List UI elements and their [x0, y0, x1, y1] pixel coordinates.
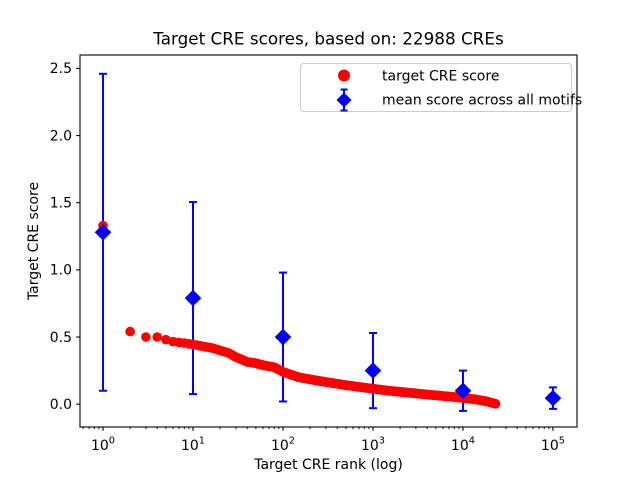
- y-tick-label: 1.0: [50, 263, 72, 279]
- series-target-cre-score: [98, 220, 501, 409]
- diamond-marker: [364, 362, 382, 379]
- legend-label-target-cre-score: target CRE score: [382, 69, 499, 85]
- legend-label-mean-score: mean score across all motifs: [382, 93, 582, 109]
- diamond-marker: [454, 382, 472, 400]
- axes: 100 101 102 103 104 105 0.0 0.5 1.0 1.5 2.0 2.5: [50, 61, 565, 454]
- y-tick-label: 0.5: [50, 330, 72, 346]
- y-tick-label: 0.0: [50, 397, 72, 413]
- legend-box: [300, 63, 572, 112]
- y-axis-label: Target CRE score: [26, 182, 42, 301]
- diamond-marker: [544, 389, 562, 407]
- y-tick-label: 2.0: [50, 128, 72, 144]
- chart-title: Target CRE scores, based on: 22988 CREs: [152, 29, 503, 49]
- legend: target CRE score mean score across all mo…: [300, 63, 582, 112]
- legend-marker-target-cre-score: [338, 69, 350, 82]
- x-tick-label: 105: [541, 436, 565, 455]
- plot-border: [79, 54, 578, 428]
- diamond-marker: [94, 223, 112, 241]
- x-tick-label: 102: [271, 436, 295, 455]
- x-tick-label: 100: [91, 436, 115, 455]
- x-axis-label: Target CRE rank (log): [253, 457, 403, 473]
- x-axis-ticks: 100 101 102 103 104 105: [91, 427, 565, 454]
- x-tick-label: 103: [361, 436, 385, 455]
- y-axis-ticks: 0.0 0.5 1.0 1.5 2.0 2.5: [50, 61, 80, 413]
- legend-marker-mean-score: [336, 88, 352, 112]
- y-tick-label: 1.5: [50, 196, 72, 212]
- y-tick-label: 2.5: [50, 61, 72, 77]
- diamond-marker: [274, 328, 292, 346]
- x-tick-label: 101: [181, 436, 205, 455]
- markers-mean-score: [94, 223, 562, 407]
- x-tick-label: 104: [451, 436, 475, 455]
- diamond-marker: [184, 289, 202, 307]
